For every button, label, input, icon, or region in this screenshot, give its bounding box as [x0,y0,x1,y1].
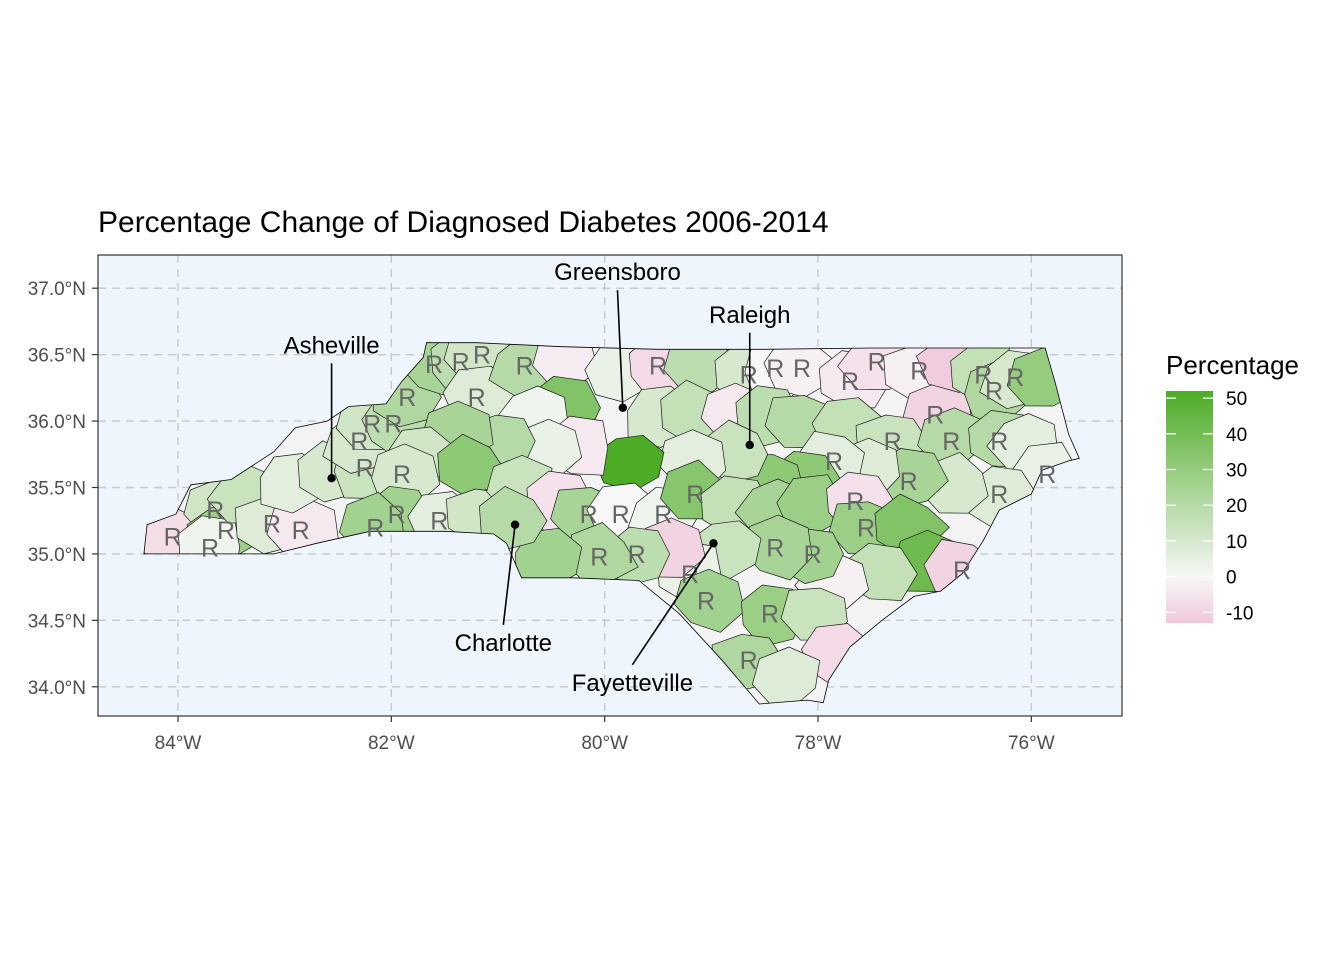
y-tick-label: 36.5°N [28,346,86,367]
legend-tick-label: 50 [1226,389,1247,410]
city-label: Fayetteville [572,670,693,697]
city-label: Asheville [284,332,380,359]
county-r-marker: R [740,362,758,390]
x-tick-label: 84°W [155,733,202,754]
county-r-marker: R [363,411,381,439]
county-r-marker: R [841,368,859,396]
city-point [745,440,754,450]
county-r-marker: R [846,488,864,516]
county-polygon [751,646,821,704]
city-point [510,520,520,529]
legend-tick-label: 20 [1226,496,1247,517]
x-tick-label: 78°W [795,733,842,754]
county-r-marker: R [766,534,784,562]
county-r-marker: R [263,510,281,538]
city-annotation-layer: Greensboro Raleigh Asheville Charlotte Fayet… [284,259,791,697]
city-point [618,403,627,412]
county-r-marker: R [468,384,486,412]
county-r-marker: R [425,351,443,379]
county-r-marker: R [366,514,384,542]
county-r-marker: R [793,355,811,383]
county-r-marker: R [384,411,402,439]
x-tick-label: 76°W [1008,733,1055,754]
county-r-marker: R [766,355,784,383]
county-r-marker: R [292,517,310,545]
county-r-marker: R [990,428,1008,456]
county-r-marker: R [974,362,992,390]
state-outline [143,342,1080,705]
county-r-marker: R [201,534,219,562]
legend-title: Percentage [1166,350,1299,380]
county-r-marker: R [388,501,406,529]
city-label: Charlotte [455,630,552,657]
legend-tick-label: 40 [1226,425,1247,446]
legend-tick-label: 30 [1226,461,1247,482]
y-tick-label: 37.0°N [28,279,86,300]
county-r-marker: R [452,348,470,376]
city-leader-line [502,524,516,625]
county-r-marker: R [164,524,182,552]
county-r-marker: R [206,497,224,525]
county-r-marker: R [654,501,672,529]
city-label: Raleigh [709,302,790,329]
county-r-marker: R [740,647,758,675]
county-r-marker: R [953,557,971,585]
county-r-marker: R [590,544,608,572]
y-tick-label: 36.0°N [28,412,86,433]
y-tick-label: 34.5°N [28,611,86,632]
county-r-marker: R [430,508,448,536]
county-r-marker: R [761,601,779,629]
chart-title: Percentage Change of Diagnosed Diabetes … [98,206,829,239]
legend-tick-label: 10 [1226,532,1247,553]
county-r-marker: R [580,501,598,529]
county-r-marker: R [942,428,960,456]
county-r-marker: R [473,342,491,370]
county-r-marker: R [985,378,1003,406]
city-point [327,473,336,483]
legend-ticks: 50 40 30 20 10 0 -10 [1166,389,1253,624]
county-r-marker: R [516,352,534,380]
county-r-marker: R [350,428,368,456]
county-r-marker: R [910,358,928,386]
county-r-marker: R [825,448,843,476]
x-tick-label: 80°W [581,733,628,754]
county-r-marker: R [649,352,667,380]
county-r-marker: R [1038,461,1056,489]
county-r-marker: R [628,541,646,569]
legend-tick-label: -10 [1226,603,1253,624]
county-r-marker: R [990,481,1008,509]
map-panel-border [97,254,1123,717]
county-r-marker: R [884,428,902,456]
city-label: Greensboro [554,259,681,286]
county-r-marker: R [697,587,715,615]
city-leader-line [631,542,715,666]
county-r-marker: R [681,561,699,589]
county-r-marker: R [868,348,886,376]
county-r-marker: R [393,461,411,489]
legend-colorbar [1166,391,1213,623]
county-r-marker: R [900,468,918,496]
county-r-marker: R [1006,364,1024,392]
county-r-marker: R [926,401,944,429]
y-tick-label: 34.0°N [28,678,86,699]
y-tick-label: 35.0°N [28,545,86,566]
county-r-marker: R [398,384,416,412]
y-tick-label: 35.5°N [28,478,86,499]
county-r-marker: R [857,514,875,542]
county-r-marker: R [217,517,235,545]
city-leader-line [616,290,624,408]
county-r-marker: R [612,501,630,529]
city-point [709,539,718,548]
x-axis: 84°W 82°W 80°W 78°W 76°W [155,716,1055,754]
county-r-marker: R [804,541,822,569]
county-r-marker: R [686,481,704,509]
x-tick-label: 82°W [368,733,415,754]
county-r-marker: R [356,455,374,483]
legend-tick-label: 0 [1226,568,1237,589]
y-axis: 34.0°N 34.5°N 35.0°N 35.5°N 36.0°N 36.5°N 37.0… [28,279,98,699]
legend: Percentage 50 40 30 20 10 0 -10 [1166,350,1299,624]
